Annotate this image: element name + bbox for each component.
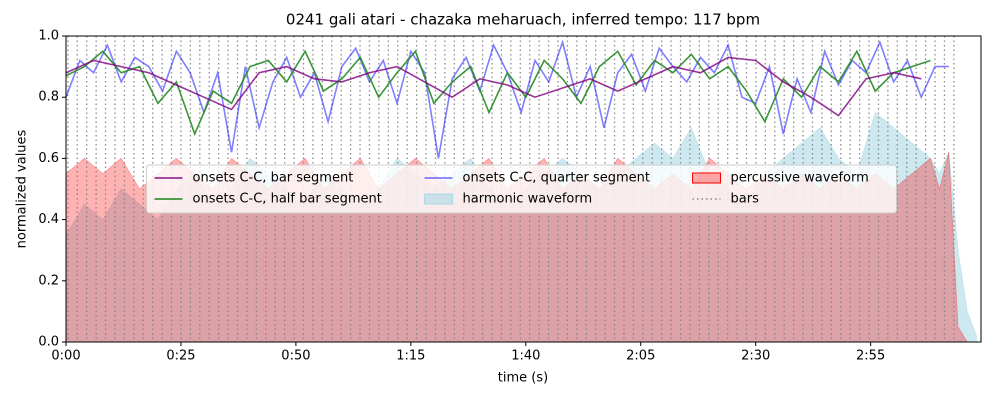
legend-label: onsets C-C, half bar segment xyxy=(193,192,382,207)
y-axis-label: normalized values xyxy=(15,129,30,248)
y-tick-label: 1.0 xyxy=(38,29,59,44)
onset-line xyxy=(66,56,922,117)
x-tick-label: 2:55 xyxy=(856,349,885,364)
y-tick-label: 0.6 xyxy=(38,151,59,166)
legend-label: onsets C-C, bar segment xyxy=(193,171,354,186)
x-tick-label: 1:15 xyxy=(396,349,425,364)
legend-label: percussive waveform xyxy=(731,171,869,186)
y-tick-label: 0.8 xyxy=(38,90,59,105)
legend-swatch xyxy=(424,193,453,205)
y-tick-label: 0.0 xyxy=(38,335,59,350)
x-tick-label: 1:40 xyxy=(511,349,540,364)
chart-title: 0241 gali atari - chazaka meharuach, inf… xyxy=(286,11,760,29)
legend-label: onsets C-C, quarter segment xyxy=(463,171,650,186)
x-tick-label: 0:25 xyxy=(166,349,195,364)
x-tick-label: 2:05 xyxy=(626,349,655,364)
legend-swatch xyxy=(692,172,721,184)
x-axis-label: time (s) xyxy=(498,371,548,386)
legend-label: harmonic waveform xyxy=(463,192,593,207)
y-tick-label: 0.2 xyxy=(38,273,59,288)
legend-box xyxy=(146,164,897,214)
legend-label: bars xyxy=(731,192,760,207)
x-tick-label: 2:30 xyxy=(741,349,770,364)
onset-line xyxy=(66,49,931,137)
x-tick-label: 0:00 xyxy=(51,349,80,364)
plot-frame xyxy=(65,35,982,343)
x-tick-label: 0:50 xyxy=(281,349,310,364)
y-tick-label: 0.4 xyxy=(38,212,59,227)
